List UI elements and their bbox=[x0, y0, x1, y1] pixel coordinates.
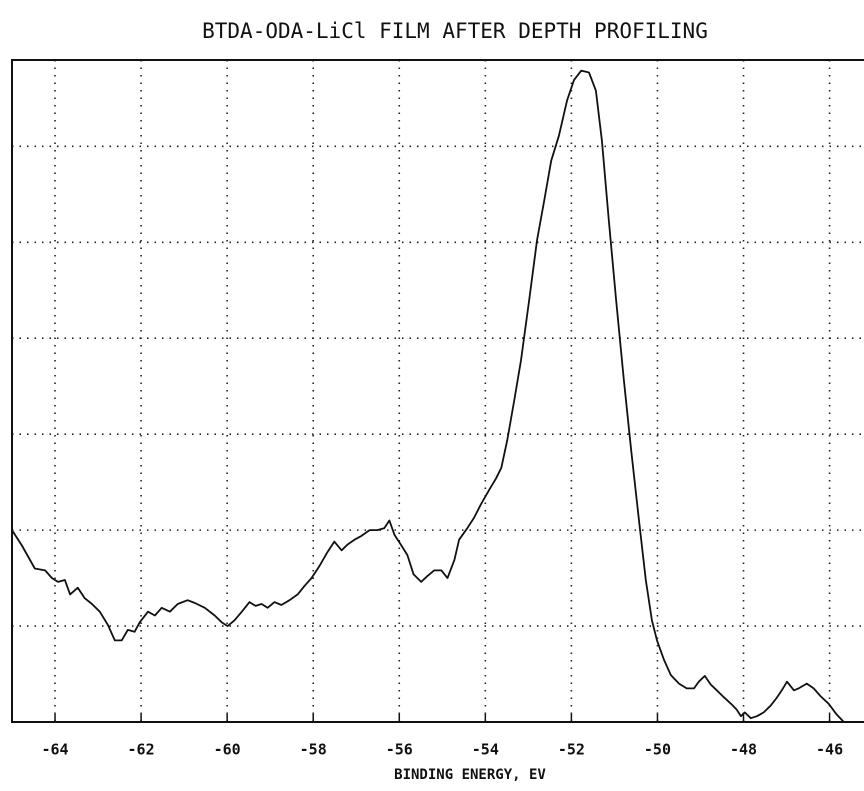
x-tick-label: -48 bbox=[730, 741, 757, 759]
x-tick-label: -52 bbox=[558, 741, 585, 759]
x-tick-label: -58 bbox=[300, 741, 327, 759]
data-line bbox=[11, 69, 845, 723]
x-axis-label: BINDING ENERGY, EV bbox=[394, 767, 546, 783]
x-tick-label: -54 bbox=[472, 741, 499, 759]
x-tick-label: -60 bbox=[214, 741, 241, 759]
x-tick-label: -50 bbox=[644, 741, 671, 759]
x-tick-label: -56 bbox=[386, 741, 413, 759]
x-tick-label: -64 bbox=[41, 741, 68, 759]
plot-frame bbox=[11, 59, 864, 723]
x-tick-label: -62 bbox=[128, 741, 155, 759]
chart-title: BTDA-ODA-LiCl FILM AFTER DEPTH PROFILING bbox=[202, 19, 708, 43]
x-tick-label: -46 bbox=[816, 741, 843, 759]
